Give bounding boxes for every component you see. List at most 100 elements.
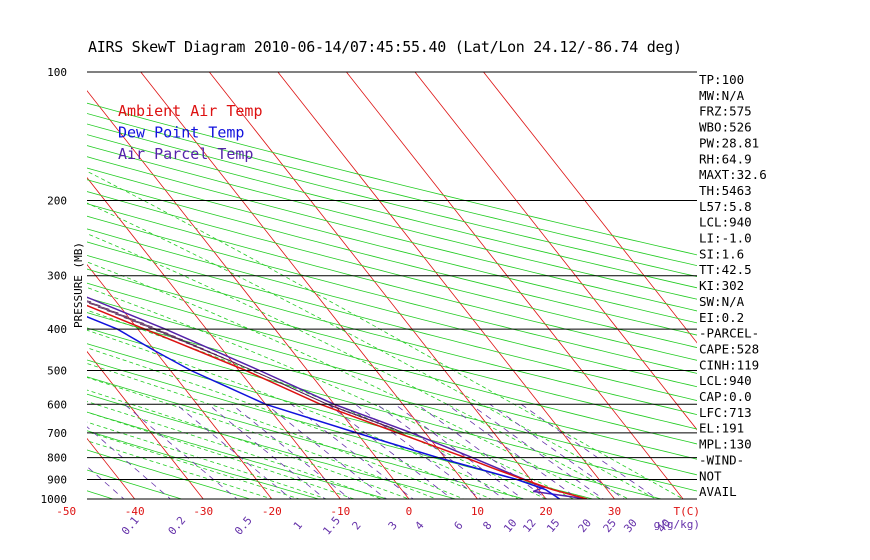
index-line: SI:1.6 <box>699 246 744 261</box>
index-line: TT:42.5 <box>699 262 752 277</box>
index-line: WBO:526 <box>699 120 752 135</box>
index-line: LFC:713 <box>699 405 752 420</box>
ambient-temp-line <box>87 304 588 499</box>
index-line: KI:302 <box>699 278 744 293</box>
mixing-ratio-line <box>87 465 125 499</box>
mixing-ratio-label: 0.2 <box>166 514 189 538</box>
mixing-ratio-unit: g(g/kg) <box>654 518 700 531</box>
bottom-temp-tick: -50 <box>56 505 76 518</box>
isotherm-line <box>414 72 697 431</box>
cape-hatch-line <box>192 345 211 353</box>
bottom-temp-tick: -10 <box>330 505 350 518</box>
mixing-ratio-line <box>231 403 351 499</box>
index-line: LI:-1.0 <box>699 231 752 246</box>
isotherm-line <box>140 72 478 499</box>
dry-adiabat-line <box>87 123 697 278</box>
cape-hatch-line <box>97 306 119 314</box>
dry-adiabat-line <box>87 282 697 445</box>
dry-adiabat-line <box>87 297 697 460</box>
dry-adiabat-line <box>87 215 697 374</box>
index-line: CAPE:528 <box>699 341 759 356</box>
dry-adiabat-line <box>87 268 697 430</box>
dry-adiabat-line <box>87 393 458 499</box>
bottom-temp-tick: 0 <box>406 505 413 518</box>
index-line: NOT <box>699 468 722 483</box>
cape-hatch-line <box>199 348 218 356</box>
mixing-ratio-line <box>520 403 659 499</box>
isotherm-line <box>208 72 547 499</box>
index-line: SW:N/A <box>699 294 745 309</box>
mixing-ratio-label: 20 <box>576 516 594 535</box>
cape-hatch-line <box>21 276 42 282</box>
dry-adiabat-line <box>87 156 697 312</box>
dry-adiabat-line <box>0 63 73 509</box>
index-line: MPL:130 <box>699 437 752 452</box>
dry-adiabat-line <box>87 113 697 267</box>
dew-point-line <box>87 315 561 499</box>
moist-adiabat-line <box>87 363 465 499</box>
dry-adiabat-line <box>87 411 389 499</box>
pressure-tick-label: 200 <box>47 195 67 208</box>
isotherm-line <box>0 62 5 508</box>
mixing-ratio-line <box>327 403 453 499</box>
index-line: CAP:0.0 <box>699 389 752 404</box>
dry-adiabat-line <box>87 134 697 289</box>
dry-adiabat-line <box>87 179 697 336</box>
bottom-temp-tick: 20 <box>539 505 552 518</box>
y-axis-label: PRESSURE (MB) <box>72 242 85 328</box>
cape-hatch-line <box>185 342 204 350</box>
pressure-tick-label: 600 <box>47 398 67 411</box>
temp-unit-label: T(C) <box>674 505 701 518</box>
pressure-tick-label: 700 <box>47 427 67 440</box>
isotherm-line <box>87 177 341 499</box>
index-line: MAXT:32.6 <box>699 167 767 182</box>
chart-title: AIRS SkewT Diagram 2010-06-14/07:45:55.4… <box>88 38 682 56</box>
dry-adiabat-line <box>87 469 184 499</box>
index-line: EI:0.2 <box>699 310 744 325</box>
legend: Ambient Air Temp Dew Point Temp Air Parcel… <box>118 102 263 163</box>
dry-adiabat-line <box>87 430 321 499</box>
mixing-ratio-label: 25 <box>601 516 619 535</box>
mixing-ratio-label: 15 <box>544 516 562 535</box>
axes: 1002003004005006007008009001000PRESSURE … <box>41 66 701 538</box>
pressure-tick-label: 900 <box>47 473 67 486</box>
mixing-ratio-line <box>291 403 414 499</box>
index-line: LCL:940 <box>699 215 752 230</box>
mixing-ratio-line <box>175 403 293 499</box>
isotherm-line <box>0 62 73 508</box>
cape-hatch-line <box>10 271 30 277</box>
dry-adiabat-line <box>87 203 697 361</box>
bottom-temp-tick: -30 <box>193 505 213 518</box>
mixing-ratio-line <box>417 403 548 499</box>
mixing-ratio-label: 2 <box>349 519 363 532</box>
cape-hatch-line <box>87 301 101 307</box>
mixing-ratio-label: 4 <box>412 519 426 533</box>
index-line: MW:N/A <box>699 88 745 103</box>
isotherm-line <box>277 72 616 499</box>
mixing-ratio-label: 30 <box>621 516 639 535</box>
index-line: AVAIL <box>699 484 737 499</box>
mixing-ratio-line <box>87 426 172 499</box>
isotherm-line <box>483 72 697 344</box>
dry-adiabat-line <box>87 167 697 324</box>
mixing-ratio-line <box>355 403 482 499</box>
cape-hatch-line <box>41 284 62 290</box>
isotherm-line <box>87 350 204 499</box>
dry-adiabat-line <box>87 145 697 300</box>
dry-adiabat-line <box>87 254 697 416</box>
pressure-tick-label: 300 <box>47 270 67 283</box>
dry-adiabat-line <box>87 312 697 476</box>
cape-hatch-line <box>115 313 136 321</box>
mixing-ratio-line <box>470 403 605 499</box>
dry-adiabat-line <box>87 191 697 348</box>
cape-hatch-line <box>106 310 128 318</box>
isotherm-line <box>345 72 684 499</box>
cape-hatch-line <box>0 267 17 273</box>
cape-hatch-line <box>131 320 153 328</box>
dry-adiabat-line <box>0 63 3 509</box>
dry-adiabat-line <box>87 228 697 388</box>
dry-adiabat-line <box>87 376 527 499</box>
index-line: PW:28.81 <box>699 135 759 150</box>
moist-adiabat-line <box>87 170 684 499</box>
